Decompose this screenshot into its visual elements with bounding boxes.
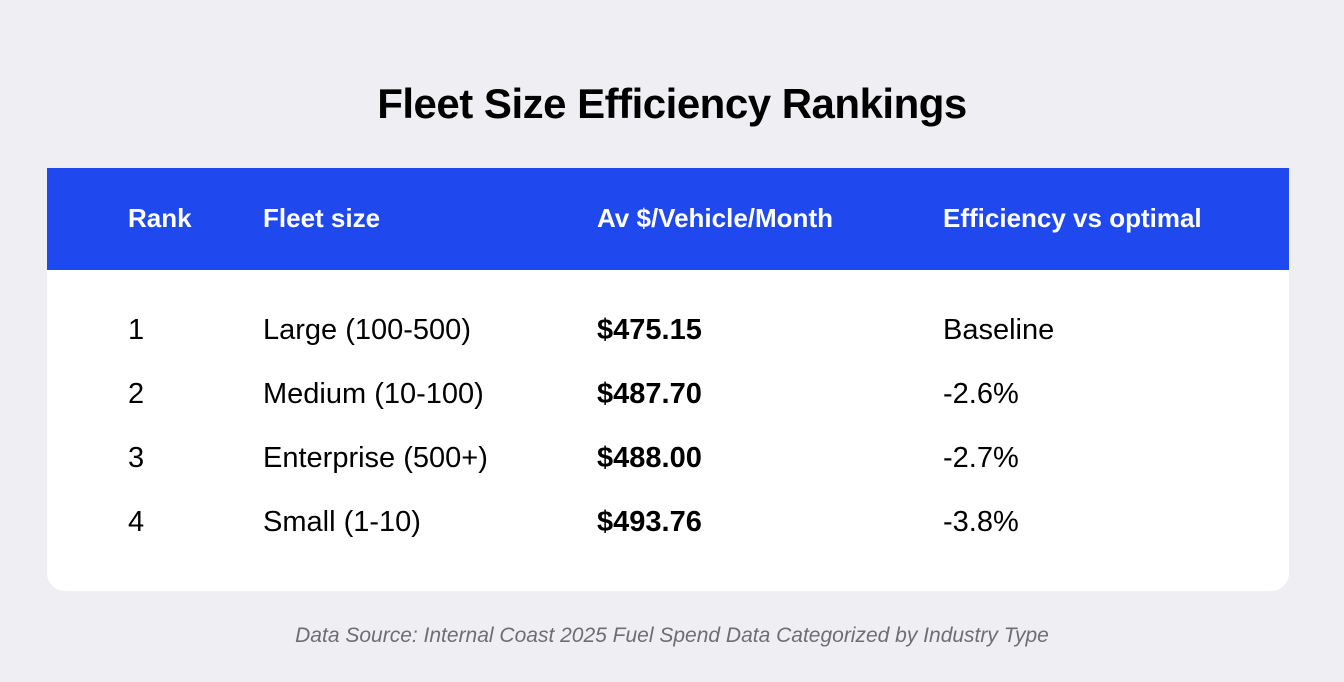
avg-cost-cell: $493.76: [597, 506, 702, 538]
efficiency-cell: -2.7%: [943, 442, 1019, 474]
efficiency-cell: -2.6%: [943, 378, 1019, 410]
fleet-size-cell: Enterprise (500+): [263, 442, 488, 474]
efficiency-cell: Baseline: [943, 314, 1055, 346]
table-row: 2 Medium (10-100) $487.70 -2.6%: [47, 362, 1289, 426]
table-row: 1 Large (100-500) $475.15 Baseline: [47, 298, 1289, 362]
header-avg-cost: Av $/Vehicle/Month: [597, 203, 833, 233]
rank-cell: 1: [128, 314, 145, 346]
rank-cell: 2: [128, 378, 145, 410]
table-row: 4 Small (1-10) $493.76 -3.8%: [47, 490, 1289, 554]
fleet-size-cell: Large (100-500): [263, 314, 471, 346]
fleet-size-cell: Medium (10-100): [263, 378, 484, 410]
rank-cell: 3: [128, 442, 145, 474]
rankings-table: Rank Fleet size Av $/Vehicle/Month Effic…: [47, 168, 1289, 591]
table-row: 3 Enterprise (500+) $488.00 -2.7%: [47, 426, 1289, 490]
rank-cell: 4: [128, 506, 145, 538]
fleet-size-cell: Small (1-10): [263, 506, 421, 538]
avg-cost-cell: $488.00: [597, 442, 702, 474]
avg-cost-cell: $475.15: [597, 314, 702, 346]
header-rank: Rank: [128, 203, 192, 233]
header-efficiency: Efficiency vs optimal: [943, 203, 1202, 233]
avg-cost-cell: $487.70: [597, 378, 702, 410]
header-fleet-size: Fleet size: [263, 203, 381, 233]
efficiency-cell: -3.8%: [943, 506, 1019, 538]
table-header: Rank Fleet size Av $/Vehicle/Month Effic…: [47, 168, 1289, 270]
page-title: Fleet Size Efficiency Rankings: [377, 80, 967, 127]
data-source-note: Data Source: Internal Coast 2025 Fuel Sp…: [295, 624, 1049, 647]
